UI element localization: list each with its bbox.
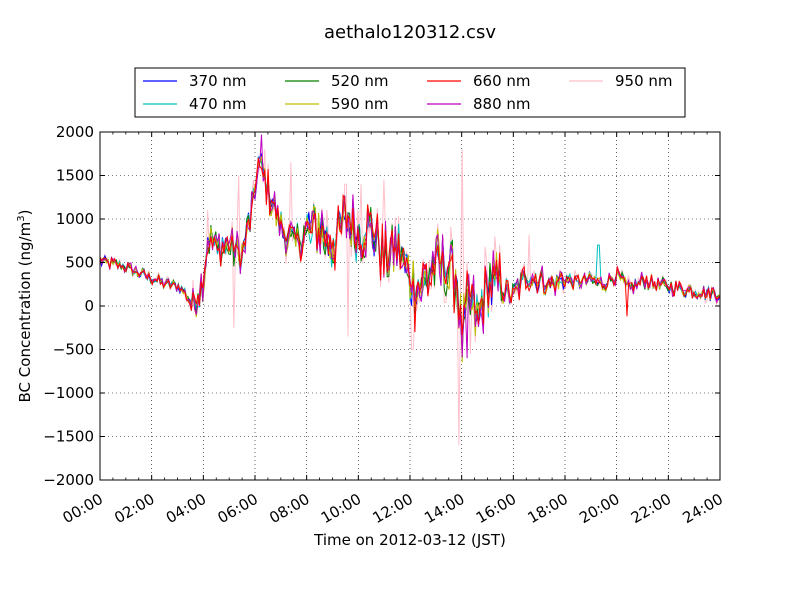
y-axis-label-main: BC Concentration (ng/m <box>16 222 34 403</box>
y-tick-label: −1500 <box>43 428 94 446</box>
x-axis-label: Time on 2012-03-12 (JST) <box>313 531 506 549</box>
legend-label: 950 nm <box>615 72 673 90</box>
grid-lines <box>100 132 720 480</box>
series-line-660-nm <box>99 157 721 335</box>
legend-label: 880 nm <box>473 95 531 113</box>
y-tick-label: 1000 <box>56 210 94 228</box>
legend-frame <box>134 67 686 118</box>
axis-ticks <box>99 131 721 481</box>
legend-label: 660 nm <box>473 72 531 90</box>
legend-label: 470 nm <box>189 95 247 113</box>
y-axis-label-tail: ) <box>16 210 34 216</box>
y-tick-label: 1500 <box>56 167 94 185</box>
y-tick-label: 0 <box>84 297 94 315</box>
legend-label: 370 nm <box>189 72 247 90</box>
y-tick-label: −2000 <box>43 471 94 489</box>
legend-label: 590 nm <box>331 95 389 113</box>
y-tick-label: −1000 <box>43 384 94 402</box>
y-tick-label: −500 <box>53 341 94 359</box>
legend-entries: 370 nm 470 nm 520 nm 590 nm 660 nm 880 nm 950 … <box>143 72 673 113</box>
y-tick-label: 2000 <box>56 123 94 141</box>
series-lines <box>99 134 721 446</box>
y-axis-label-superscript: 3 <box>16 215 27 221</box>
chart-title: aethalo120312.csv <box>324 22 496 43</box>
y-axis-label: BC Concentration (ng/m3) <box>16 210 34 403</box>
y-tick-label: 500 <box>65 254 94 272</box>
legend: 370 nm 470 nm 520 nm 590 nm 660 nm 880 nm 950 … <box>134 67 686 118</box>
legend-label: 520 nm <box>331 72 389 90</box>
y-axis-tick-labels: 2000 1500 1000 500 0 −500 −1000 −1500 −2000 <box>43 123 94 489</box>
plot-area <box>99 131 721 481</box>
